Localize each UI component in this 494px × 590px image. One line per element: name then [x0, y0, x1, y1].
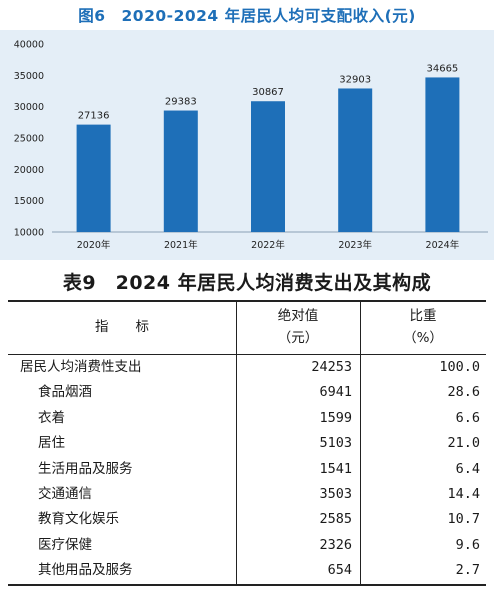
x-tick-label: 2020年	[77, 239, 111, 251]
bar-2023年	[338, 88, 373, 232]
row-ratio: 21.0	[447, 435, 480, 452]
income-bar-chart: 10000 15000 20000 25000 30000 35000 40000 27136…	[0, 30, 494, 260]
table-header-rule	[8, 354, 486, 355]
row-absolute-value: 654	[327, 562, 352, 579]
row-label: 医疗保健	[38, 536, 92, 553]
x-tick-label: 2022年	[251, 239, 285, 251]
row-absolute-value: 2326	[319, 536, 352, 553]
header-ratio: 比重	[409, 308, 437, 324]
header-absolute-value: 绝对值	[277, 308, 319, 324]
row-absolute-value: 3503	[319, 486, 352, 502]
table-bottom-rule	[8, 584, 486, 586]
row-ratio: 6.6	[455, 409, 480, 426]
chart-svg: 10000 15000 20000 25000 30000 35000 40000 27136…	[14, 40, 488, 251]
row-label: 交通通信	[38, 486, 92, 502]
row-ratio: 28.6	[447, 384, 480, 401]
consumption-table: 指 标 绝对值 （元） 比重 （%） 居民人均消费性支出 24253 100.0 食品…	[8, 300, 486, 586]
table-col-divider-1	[236, 300, 237, 586]
row-ratio: 2.7	[455, 562, 480, 579]
row-absolute-value: 2585	[319, 511, 352, 528]
row-label: 衣着	[38, 409, 65, 426]
row-label: 其他用品及服务	[38, 562, 133, 579]
bar-2020年	[76, 124, 111, 232]
data-label: 29383	[165, 97, 197, 108]
data-label: 34665	[426, 63, 458, 74]
bar-2024年	[425, 77, 460, 232]
y-tick-label: 40000	[14, 40, 44, 51]
x-tick-label: 2024年	[426, 239, 460, 251]
row-label: 生活用品及服务	[38, 460, 133, 477]
row-label: 居住	[38, 435, 65, 452]
row-absolute-value: 1541	[319, 460, 352, 477]
row-absolute-value: 6941	[319, 384, 352, 401]
row-ratio: 14.4	[447, 486, 480, 502]
row-label: 居民人均消费性支出	[20, 359, 142, 375]
row-absolute-value: 1599	[319, 409, 352, 426]
y-tick-label: 15000	[14, 196, 44, 207]
table-title: 表9 2024 年居民人均消费支出及其构成	[62, 272, 432, 294]
header-ratio-unit: （%）	[403, 330, 443, 346]
row-ratio: 6.4	[455, 460, 480, 477]
x-tick-label: 2023年	[338, 239, 372, 251]
data-label: 32903	[339, 74, 371, 85]
y-tick-label: 35000	[14, 71, 44, 82]
row-label: 教育文化娱乐	[38, 511, 119, 528]
header-indicator: 指 标	[95, 319, 149, 335]
row-ratio: 10.7	[447, 511, 480, 528]
bar-2021年	[163, 110, 198, 232]
row-ratio: 100.0	[439, 359, 480, 375]
data-label: 30867	[252, 87, 284, 98]
row-label: 食品烟酒	[38, 384, 92, 401]
data-label: 27136	[78, 111, 110, 122]
row-ratio: 9.6	[455, 536, 480, 553]
row-absolute-value: 24253	[311, 359, 352, 375]
y-tick-label: 10000	[14, 228, 44, 239]
y-tick-label: 20000	[14, 165, 44, 176]
header-absolute-unit: （元）	[277, 330, 319, 346]
table-top-rule	[8, 300, 486, 302]
chart-title: 图6 2020-2024 年居民人均可支配收入(元)	[78, 7, 416, 25]
y-tick-label: 25000	[14, 134, 44, 145]
y-tick-label: 30000	[14, 102, 44, 113]
table-col-divider-2	[360, 300, 361, 586]
row-absolute-value: 5103	[319, 435, 352, 452]
x-tick-label: 2021年	[164, 239, 198, 251]
bar-2022年	[251, 101, 285, 233]
